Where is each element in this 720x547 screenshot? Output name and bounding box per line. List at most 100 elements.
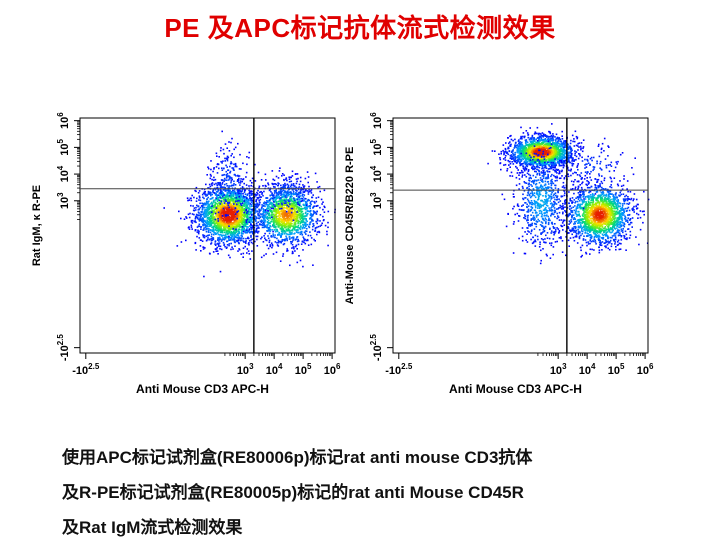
data-point xyxy=(243,215,245,217)
data-point xyxy=(228,215,230,218)
data-point xyxy=(228,176,231,179)
data-point xyxy=(221,197,223,199)
data-point xyxy=(213,168,215,170)
data-point xyxy=(283,191,285,194)
data-point xyxy=(213,167,215,169)
data-point xyxy=(226,199,229,202)
data-point xyxy=(289,238,291,240)
data-point xyxy=(223,200,225,203)
data-point xyxy=(289,200,291,203)
data-point xyxy=(275,175,278,178)
x-axis-label: Anti Mouse CD3 APC-H xyxy=(136,382,269,396)
data-point xyxy=(238,232,240,234)
data-point xyxy=(233,156,235,159)
data-point xyxy=(293,233,295,235)
data-point xyxy=(210,211,213,213)
data-point xyxy=(232,215,235,218)
data-point xyxy=(230,211,233,214)
data-point xyxy=(248,195,251,197)
data-point xyxy=(208,252,211,255)
data-point xyxy=(250,205,252,208)
data-point xyxy=(302,225,305,227)
data-point xyxy=(281,202,283,205)
data-point xyxy=(262,202,265,204)
data-point xyxy=(183,218,186,220)
data-point xyxy=(247,237,249,240)
data-point xyxy=(305,198,307,200)
data-point xyxy=(297,203,300,206)
data-point xyxy=(532,140,534,143)
data-point xyxy=(287,205,290,208)
data-point xyxy=(230,161,232,163)
data-point xyxy=(204,247,206,249)
data-point xyxy=(290,219,292,221)
events-layer xyxy=(487,123,650,265)
data-point xyxy=(228,194,231,197)
data-point xyxy=(280,234,282,237)
data-point xyxy=(578,153,580,155)
data-point xyxy=(259,196,261,198)
data-point xyxy=(204,221,207,224)
data-point xyxy=(578,142,581,144)
data-point xyxy=(249,231,251,234)
data-point xyxy=(274,230,277,233)
data-point xyxy=(300,208,302,211)
data-point xyxy=(224,196,227,198)
data-point xyxy=(304,190,307,192)
data-point xyxy=(226,195,229,197)
data-point xyxy=(233,194,235,196)
data-point xyxy=(200,219,203,221)
data-point xyxy=(221,162,223,164)
data-point xyxy=(245,211,248,213)
data-point xyxy=(256,204,258,206)
data-point xyxy=(277,215,279,218)
data-point xyxy=(227,179,230,181)
data-point xyxy=(292,204,294,207)
data-point xyxy=(506,168,509,170)
data-point xyxy=(232,232,234,234)
data-point xyxy=(211,178,213,181)
data-point xyxy=(295,218,297,220)
data-point xyxy=(297,188,300,191)
data-point xyxy=(302,196,305,198)
data-point xyxy=(327,221,329,224)
data-point xyxy=(205,210,207,213)
data-point xyxy=(257,197,259,200)
data-point xyxy=(290,242,293,245)
data-point xyxy=(199,213,202,215)
data-point xyxy=(264,239,267,241)
data-point xyxy=(217,220,220,222)
data-point xyxy=(229,204,231,207)
data-point xyxy=(242,178,245,180)
data-point xyxy=(266,215,268,218)
data-point xyxy=(235,231,238,233)
data-point xyxy=(248,221,251,224)
data-point xyxy=(267,187,270,189)
data-point xyxy=(233,211,235,213)
data-point xyxy=(222,234,224,237)
data-point xyxy=(285,200,287,203)
data-point xyxy=(533,133,536,135)
data-point xyxy=(230,162,233,165)
data-point xyxy=(310,216,312,219)
data-point xyxy=(242,237,245,240)
data-point xyxy=(513,160,516,163)
data-point xyxy=(268,232,271,235)
data-point xyxy=(545,135,548,137)
data-point xyxy=(228,226,230,229)
data-point xyxy=(263,223,265,225)
data-point xyxy=(291,225,293,227)
data-point xyxy=(274,209,277,211)
data-point xyxy=(204,203,206,205)
data-point xyxy=(283,233,285,235)
data-point xyxy=(297,228,299,231)
data-point xyxy=(290,237,293,239)
data-point xyxy=(251,190,253,193)
data-point xyxy=(289,185,292,188)
data-point xyxy=(283,174,285,176)
data-point xyxy=(180,217,182,220)
data-point xyxy=(274,220,277,222)
data-point xyxy=(292,190,295,193)
data-point xyxy=(210,233,213,236)
data-point xyxy=(219,270,222,273)
